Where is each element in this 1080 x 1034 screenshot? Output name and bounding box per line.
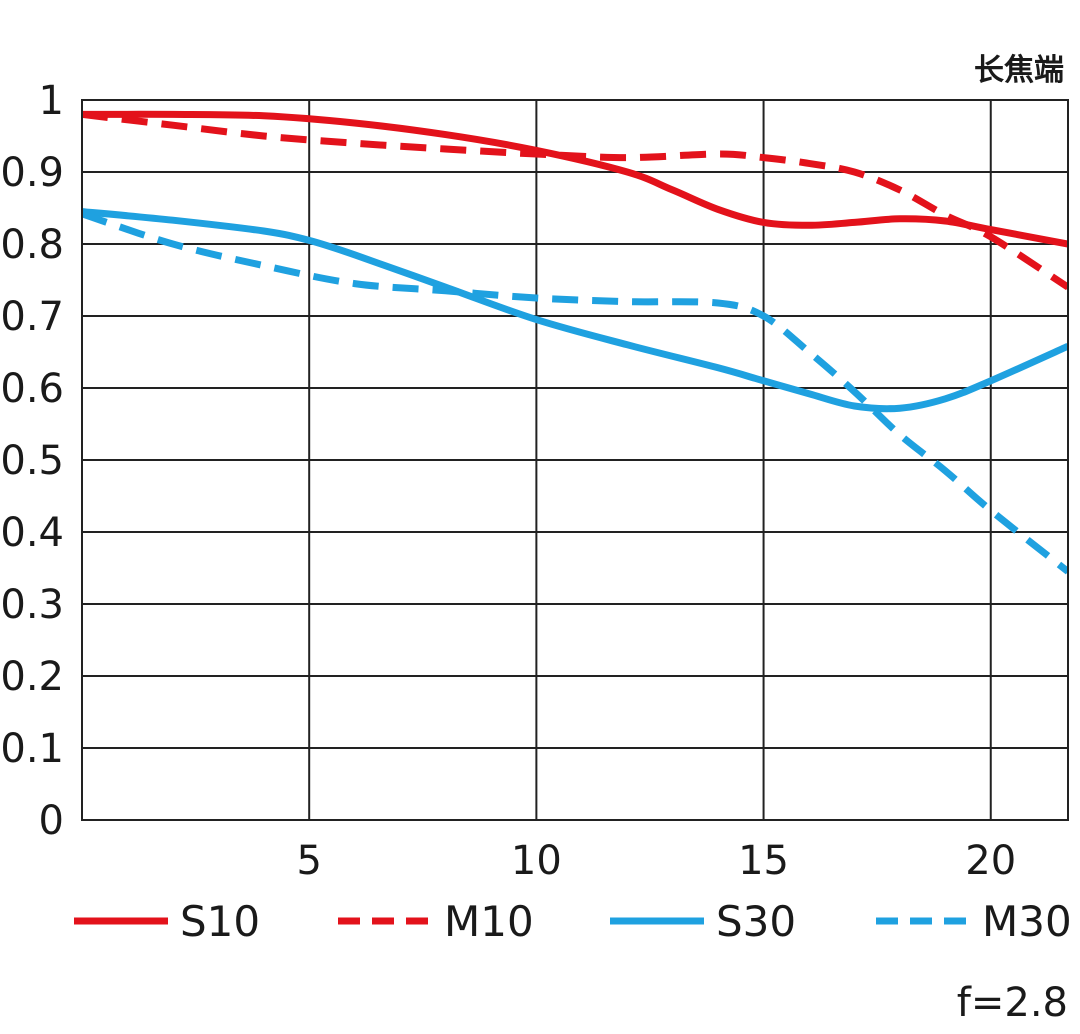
y-tick-label: 0.9 <box>0 150 64 196</box>
legend-label-m30: M30 <box>982 897 1072 946</box>
y-tick-label: 0 <box>39 798 64 844</box>
legend: S10 M10 S30 M30 <box>74 897 1072 946</box>
y-axis-ticks: 0 0.1 0.2 0.3 0.4 0.5 0.6 0.7 0.8 0.9 1 <box>0 78 64 844</box>
y-tick-label: 0.5 <box>0 438 64 484</box>
legend-label-s10: S10 <box>180 897 260 946</box>
x-tick-label: 15 <box>738 838 789 884</box>
series-line-m10 <box>82 110 1068 291</box>
series-line-s30 <box>82 208 1068 413</box>
series-line-m30 <box>82 210 1068 575</box>
x-tick-label: 20 <box>965 838 1016 884</box>
x-axis-ticks: 5 10 15 20 <box>296 838 1016 884</box>
y-tick-label: 1 <box>39 78 64 124</box>
chart-title: 长焦端 <box>974 53 1064 88</box>
aperture-label: f=2.8 <box>957 980 1068 1026</box>
legend-label-s30: S30 <box>716 897 796 946</box>
plot-frame <box>81 99 1069 821</box>
series-line-s10 <box>82 110 1068 248</box>
series-layer <box>82 110 1068 575</box>
y-tick-label: 0.8 <box>0 222 64 268</box>
y-tick-label: 0.7 <box>0 294 64 340</box>
x-tick-label: 5 <box>296 838 321 884</box>
y-tick-label: 0.2 <box>0 654 64 700</box>
legend-label-m10: M10 <box>444 897 534 946</box>
y-tick-label: 0.1 <box>0 726 64 772</box>
x-tick-label: 10 <box>511 838 562 884</box>
grid-lines <box>82 99 1068 821</box>
y-tick-label: 0.3 <box>0 582 64 628</box>
y-tick-label: 0.4 <box>0 510 64 556</box>
y-tick-label: 0.6 <box>0 366 64 412</box>
